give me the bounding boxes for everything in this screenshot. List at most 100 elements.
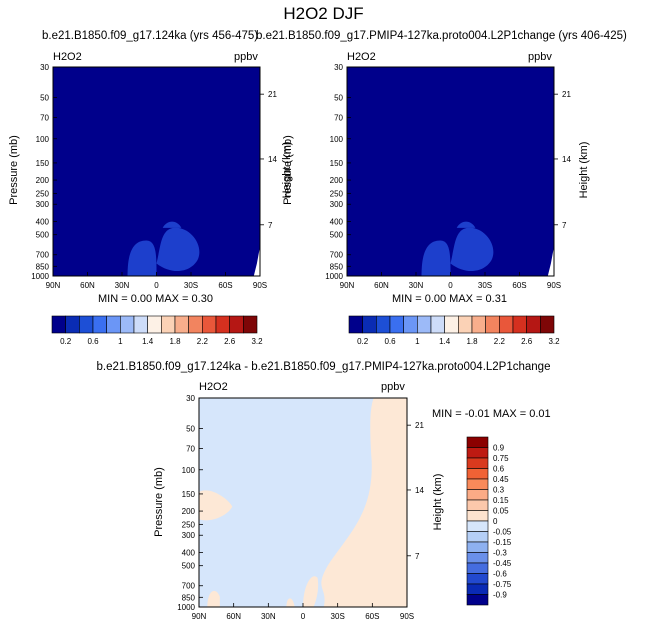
colorbar-2-label: 3.2 [548,337,560,346]
y-right-tick-label: 7 [415,552,420,561]
x-tick-label: 30N [261,612,276,621]
colorbar-2-label: 0.6 [384,337,396,346]
panel-1-contour-1 [127,240,157,276]
colorbar-1-label: 1.8 [169,337,181,346]
colorbar-1-cell [106,315,121,334]
colorbar-3-cell [466,562,489,574]
x-tick-label: 30N [115,281,130,290]
y-tick-label: 400 [330,217,344,226]
colorbar-1-label: 3.2 [251,337,263,346]
colorbar-3-label: -0.75 [493,580,512,589]
colorbar-3-cell [466,489,489,501]
colorbar-2-cell [348,315,363,334]
colorbar-2-cell [403,315,418,334]
y-tick-label: 50 [334,93,343,102]
y-tick-label: 850 [330,262,344,271]
x-tick-label: 30S [478,281,492,290]
colorbar-3-label: 0 [493,517,498,526]
colorbar-1-cell [174,315,189,334]
colorbar-3-cell [466,478,489,490]
y-tick-label: 250 [36,189,50,198]
panel-2-minmax: MIN = 0.00 MAX = 0.31 [392,293,507,305]
y-tick-label: 30 [334,63,343,72]
y-tick-label: 300 [182,531,196,540]
y-tick-label: 1000 [177,603,195,612]
colorbar-3-label: -0.3 [493,549,507,558]
y-tick-label: 700 [182,582,196,591]
colorbar-2-label: 1.8 [466,337,478,346]
colorbar-1-cell [79,315,94,334]
y-tick-label: 30 [40,63,49,72]
colorbar-2-cell [526,315,541,334]
colorbar-1-label: 0.2 [60,337,72,346]
y-tick-label: 50 [40,93,49,102]
colorbar-2-cell [540,315,555,334]
colorbar-2-cell [417,315,432,334]
panel-3-units: ppbv [381,381,405,393]
colorbar-3-label: 0.45 [493,475,509,484]
colorbar-3-cell [466,499,489,511]
colorbar-2-cell [485,315,500,334]
x-tick-label: 60S [512,281,526,290]
x-tick-label: 60S [365,612,379,621]
colorbar-1-cell [92,315,107,334]
colorbar-3-cell [466,447,489,459]
panel-1-minmax: MIN = 0.00 MAX = 0.30 [98,293,213,305]
colorbar-3-cell [466,531,489,543]
colorbar-1-cell [243,315,258,334]
y-tick-label: 200 [182,507,196,516]
panel-1-contour-3 [162,221,182,228]
colorbar-3-cell [466,594,489,606]
panel-3-subtitle: b.e21.B1850.f09_g17.124ka - b.e21.B1850.… [96,361,551,373]
colorbar-2-label: 0.2 [357,337,369,346]
y-tick-label: 1000 [31,272,49,281]
y-tick-label: 850 [182,593,196,602]
colorbar-3-cell [466,457,489,469]
figure-title: H2O2 DJF [283,4,364,23]
y-tick-label: 70 [40,114,49,123]
panel-3-field-label: H2O2 [199,381,228,393]
colorbar-1-label: 1.4 [142,337,154,346]
x-tick-label: 60N [226,612,241,621]
colorbar-3-label: -0.6 [493,570,507,579]
colorbar-3-cell [466,541,489,553]
panel-1-terrain [253,246,260,276]
y-tick-label: 150 [36,159,50,168]
y-tick-label: 700 [36,251,50,260]
x-tick-label: 30S [184,281,198,290]
colorbar-2-label: 2.6 [521,337,533,346]
panel-2-contour-3 [456,221,476,228]
y-right-tick-label: 14 [268,155,277,164]
colorbar-3-label: -0.15 [493,538,512,547]
panel-3-contour-right [321,398,407,607]
colorbar-3-label: 0.15 [493,496,509,505]
x-tick-label: 90N [46,281,61,290]
colorbar-3-label: -0.05 [493,528,512,537]
panel-3-contour-bottom-2 [286,598,295,607]
panel-3-contour-bottom-3 [207,590,220,607]
colorbar-2-cell [376,315,391,334]
y-tick-label: 500 [36,231,50,240]
y-right-tick-label: 7 [562,221,567,230]
y-tick-label: 50 [186,424,195,433]
y-tick-label: 70 [334,114,343,123]
x-tick-label: 60N [80,281,95,290]
colorbar-1-cell [51,315,66,334]
panel-2-ylabel: Pressure (mb) [282,135,294,205]
panel-2-subtitle: b.e21.B1850.f09_g17.PMIP4-127ka.proto004… [256,30,627,42]
y-tick-label: 250 [182,520,196,529]
colorbar-3-cell [466,583,489,595]
y-tick-label: 100 [36,135,50,144]
colorbar-1-label: 0.6 [87,337,99,346]
colorbar-1-label: 2.2 [197,337,209,346]
x-tick-label: 30N [409,281,424,290]
colorbar-3-label: 0.3 [493,486,505,495]
x-tick-label: 90S [253,281,267,290]
y-right-tick-label: 14 [562,155,571,164]
colorbar-2-cell [471,315,486,334]
colorbar-3-cell [466,552,489,564]
colorbar-3-label: -0.45 [493,559,512,568]
colorbar-3-label: 0.9 [493,444,505,453]
panel-1-field [53,67,260,276]
